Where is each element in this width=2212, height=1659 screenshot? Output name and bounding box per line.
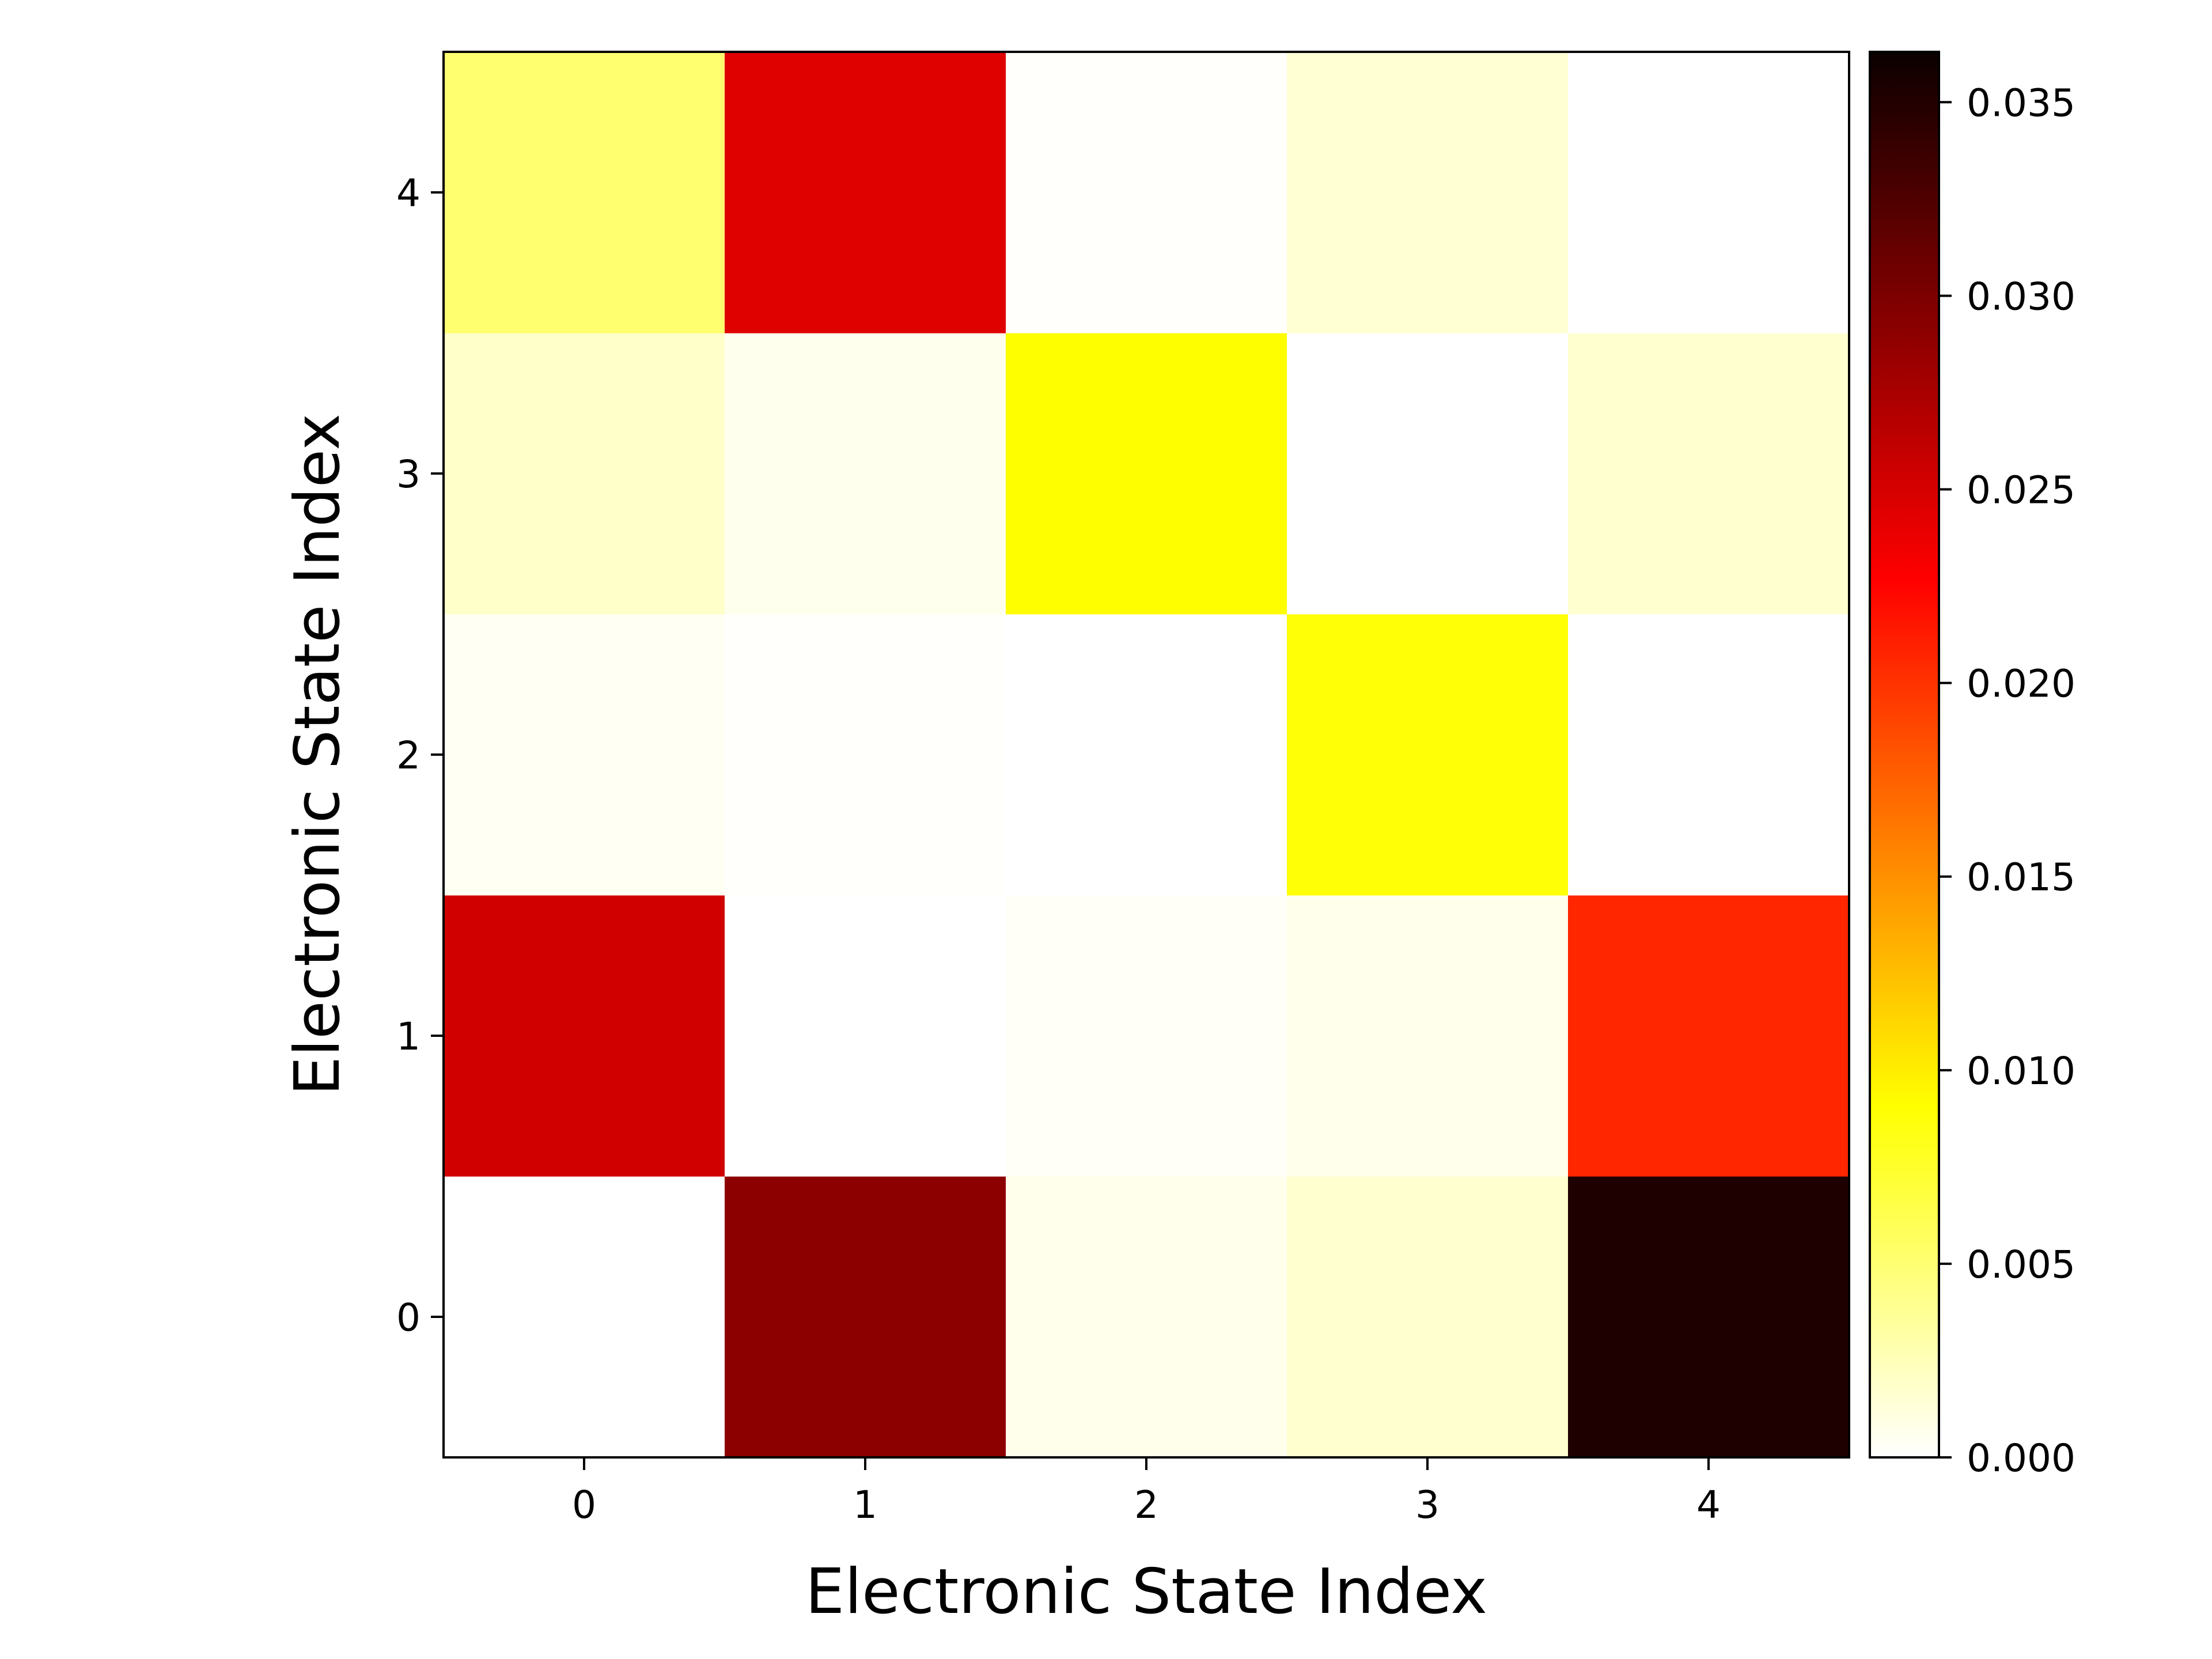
y-tick-label: 4 bbox=[396, 171, 421, 215]
heatmap-cells bbox=[444, 52, 1850, 1458]
colorbar-tick-label: 0.020 bbox=[1967, 662, 2075, 706]
heatmap-cell bbox=[1006, 333, 1287, 615]
x-tick-label: 4 bbox=[1696, 1483, 1721, 1527]
heatmap-cell bbox=[1568, 895, 1850, 1177]
heatmap-cell bbox=[444, 614, 725, 896]
heatmap-cell bbox=[725, 614, 1006, 896]
heatmap-cell bbox=[1287, 333, 1569, 615]
heatmap-cell bbox=[1287, 614, 1569, 896]
heatmap-cell bbox=[1568, 333, 1850, 615]
y-tick-label: 3 bbox=[396, 452, 421, 497]
colorbar-tick-label: 0.030 bbox=[1967, 274, 2075, 319]
heatmap-cell bbox=[444, 333, 725, 615]
heatmap-cell bbox=[1287, 52, 1569, 334]
heatmap-cell bbox=[725, 52, 1006, 334]
heatmap-cell bbox=[1568, 614, 1850, 896]
y-tick-label: 0 bbox=[396, 1296, 421, 1340]
colorbar-tick-label: 0.015 bbox=[1967, 855, 2075, 900]
y-tick-label: 2 bbox=[396, 733, 421, 778]
colorbar bbox=[1870, 52, 1939, 1457]
x-tick-label: 1 bbox=[853, 1483, 877, 1527]
heatmap-cell bbox=[725, 1176, 1006, 1458]
colorbar-tick-label: 0.000 bbox=[1967, 1436, 2075, 1480]
heatmap-cell bbox=[444, 52, 725, 334]
x-tick-label: 2 bbox=[1134, 1483, 1158, 1527]
x-tick-label: 0 bbox=[572, 1483, 596, 1527]
heatmap-cell bbox=[444, 895, 725, 1177]
x-axis: 0 1 2 3 4 bbox=[572, 1457, 1721, 1527]
heatmap-cell bbox=[725, 895, 1006, 1177]
heatmap-cell bbox=[1006, 52, 1287, 334]
x-axis-label: Electronic State Index bbox=[805, 1556, 1487, 1628]
heatmap-cell bbox=[725, 333, 1006, 615]
heatmap-cell bbox=[1006, 895, 1287, 1177]
heatmap-cell bbox=[1006, 614, 1287, 896]
colorbar-tick-label: 0.010 bbox=[1967, 1049, 2075, 1093]
y-tick-label: 1 bbox=[396, 1014, 421, 1059]
colorbar-frame bbox=[1869, 51, 1940, 1459]
colorbar-tick-label: 0.005 bbox=[1967, 1243, 2075, 1287]
colorbar-tick-label: 0.025 bbox=[1967, 468, 2075, 513]
y-axis-label: Electronic State Index bbox=[282, 414, 354, 1096]
heatmap-cell bbox=[1287, 1176, 1569, 1458]
heatmap-cell bbox=[1568, 52, 1850, 334]
colorbar-ticks: 0.000 0.005 0.010 0.015 0.020 0.025 0.030 0.035 bbox=[1939, 81, 2075, 1480]
heatmap-cell bbox=[1568, 1176, 1850, 1458]
heatmap-cell bbox=[1006, 1176, 1287, 1458]
colorbar-tick-label: 0.035 bbox=[1967, 81, 2075, 125]
heatmap-cell bbox=[1287, 895, 1569, 1177]
y-axis: 0 1 2 3 4 bbox=[396, 171, 444, 1340]
heatmap-cell bbox=[444, 1176, 725, 1458]
x-tick-label: 3 bbox=[1415, 1483, 1440, 1527]
